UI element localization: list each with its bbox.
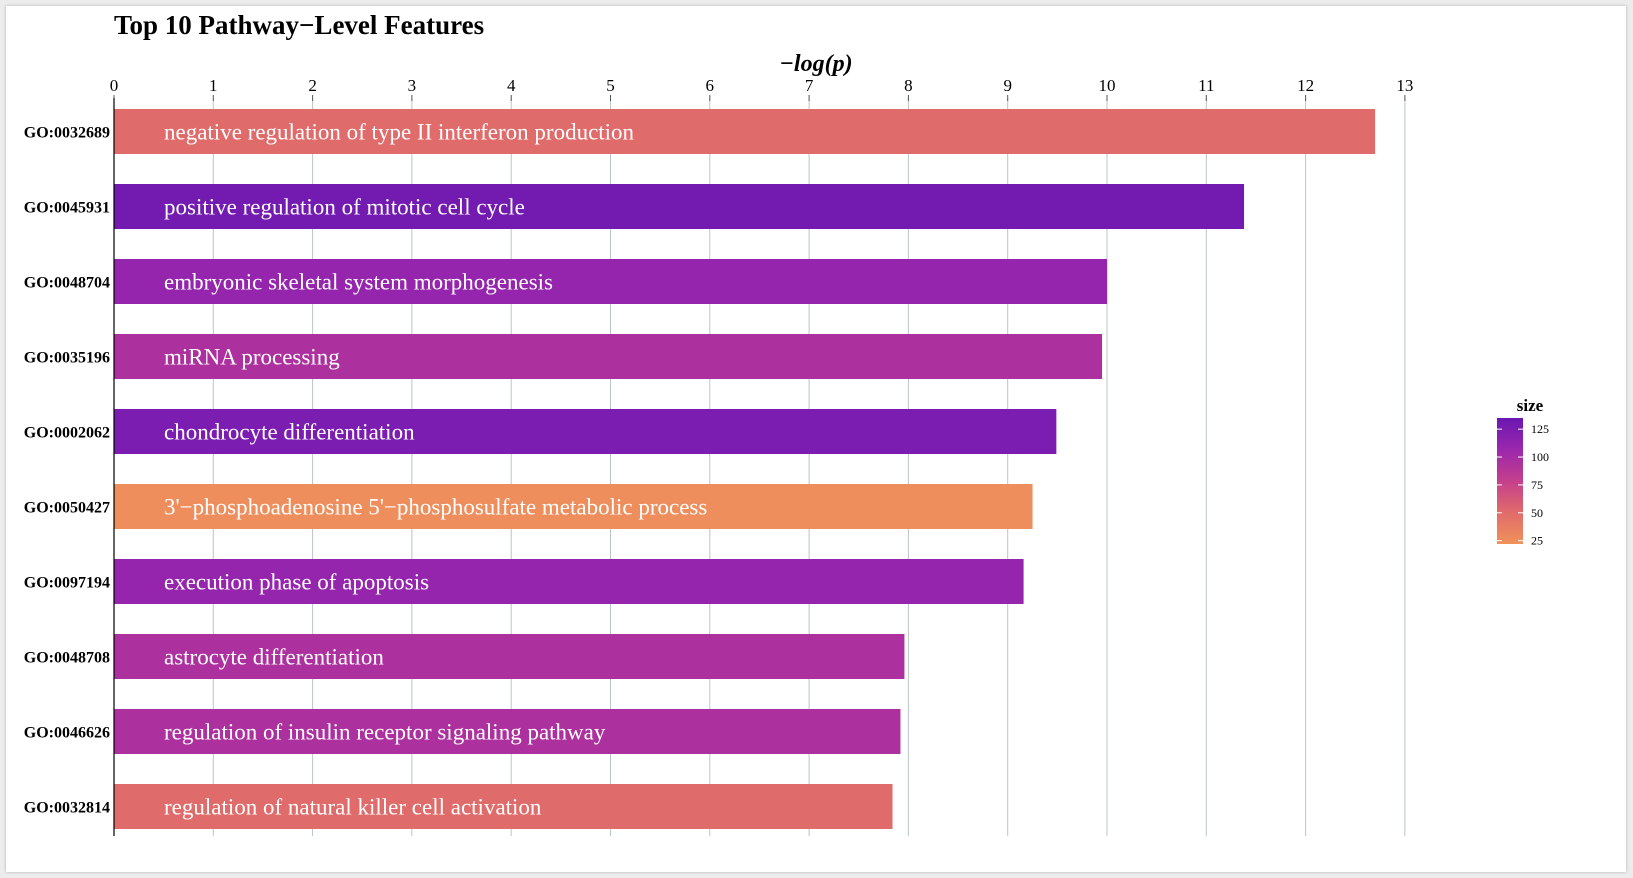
x-tick-label: 10 bbox=[1099, 76, 1116, 95]
bar-label: execution phase of apoptosis bbox=[164, 570, 429, 595]
y-tick-label: GO:0050427 bbox=[24, 500, 110, 517]
x-tick-label: 5 bbox=[606, 76, 615, 95]
bar bbox=[114, 334, 1103, 379]
y-tick-label: GO:0046626 bbox=[24, 725, 110, 742]
y-tick-label: GO:0097194 bbox=[24, 575, 110, 592]
legend-tick-label: 100 bbox=[1531, 450, 1549, 464]
bar-label: negative regulation of type II interfero… bbox=[164, 120, 635, 145]
y-tick-label: GO:0032814 bbox=[24, 800, 110, 817]
y-tick-label: GO:0048704 bbox=[24, 275, 110, 292]
x-tick-label: 13 bbox=[1396, 76, 1413, 95]
x-axis-ticks: 0 1 2 3 4 5 6 7 8 9 10 11 12 13 bbox=[110, 76, 1413, 101]
bar-chart: Top 10 Pathway−Level Features −log(p) 0 1… bbox=[24, 10, 1549, 836]
size-legend: size 125 100 75 50 25 bbox=[1497, 396, 1549, 548]
bar-label: positive regulation of mitotic cell cycl… bbox=[164, 195, 525, 220]
bar-label: regulation of insulin receptor signaling… bbox=[164, 720, 606, 745]
bar-label: chondrocyte differentiation bbox=[164, 420, 415, 445]
legend-title: size bbox=[1517, 396, 1544, 415]
x-axis-label: −log(p) bbox=[779, 51, 852, 77]
bars: negative regulation of type II interfero… bbox=[24, 109, 1376, 829]
x-tick-label: 11 bbox=[1198, 76, 1214, 95]
x-tick-label: 0 bbox=[110, 76, 119, 95]
legend-colorbar bbox=[1497, 418, 1523, 544]
bar bbox=[114, 109, 1376, 154]
bar bbox=[114, 184, 1245, 229]
bar-label: embryonic skeletal system morphogenesis bbox=[164, 270, 553, 295]
bar bbox=[114, 784, 893, 829]
x-tick-label: 1 bbox=[209, 76, 218, 95]
x-tick-label: 12 bbox=[1297, 76, 1314, 95]
bar bbox=[114, 559, 1024, 604]
x-tick-label: 2 bbox=[308, 76, 317, 95]
legend-tick-label: 50 bbox=[1531, 506, 1543, 520]
legend-tick-label: 25 bbox=[1531, 534, 1543, 548]
bar-label: 3'−phosphoadenosine 5'−phosphosulfate me… bbox=[164, 495, 707, 520]
bar bbox=[114, 409, 1057, 454]
x-tick-label: 4 bbox=[507, 76, 516, 95]
bar-label: regulation of natural killer cell activa… bbox=[164, 795, 542, 820]
y-tick-label: GO:0032689 bbox=[24, 125, 110, 142]
y-tick-label: GO:0035196 bbox=[24, 350, 110, 367]
legend-tick-label: 125 bbox=[1531, 422, 1549, 436]
bar-label: astrocyte differentiation bbox=[164, 645, 384, 670]
legend-tick-label: 75 bbox=[1531, 478, 1543, 492]
y-tick-label: GO:0002062 bbox=[24, 425, 110, 442]
bar bbox=[114, 484, 1033, 529]
bar bbox=[114, 259, 1107, 304]
bar-label: miRNA processing bbox=[164, 345, 340, 370]
bar bbox=[114, 709, 901, 754]
x-tick-label: 6 bbox=[706, 76, 715, 95]
x-tick-label: 7 bbox=[805, 76, 814, 95]
x-tick-label: 8 bbox=[904, 76, 913, 95]
chart-frame: Top 10 Pathway−Level Features −log(p) 0 1… bbox=[6, 6, 1626, 872]
bar bbox=[114, 634, 905, 679]
y-tick-label: GO:0045931 bbox=[24, 200, 110, 217]
y-tick-label: GO:0048708 bbox=[24, 650, 110, 667]
chart-title: Top 10 Pathway−Level Features bbox=[114, 10, 484, 40]
x-tick-label: 9 bbox=[1003, 76, 1012, 95]
x-tick-label: 3 bbox=[408, 76, 417, 95]
